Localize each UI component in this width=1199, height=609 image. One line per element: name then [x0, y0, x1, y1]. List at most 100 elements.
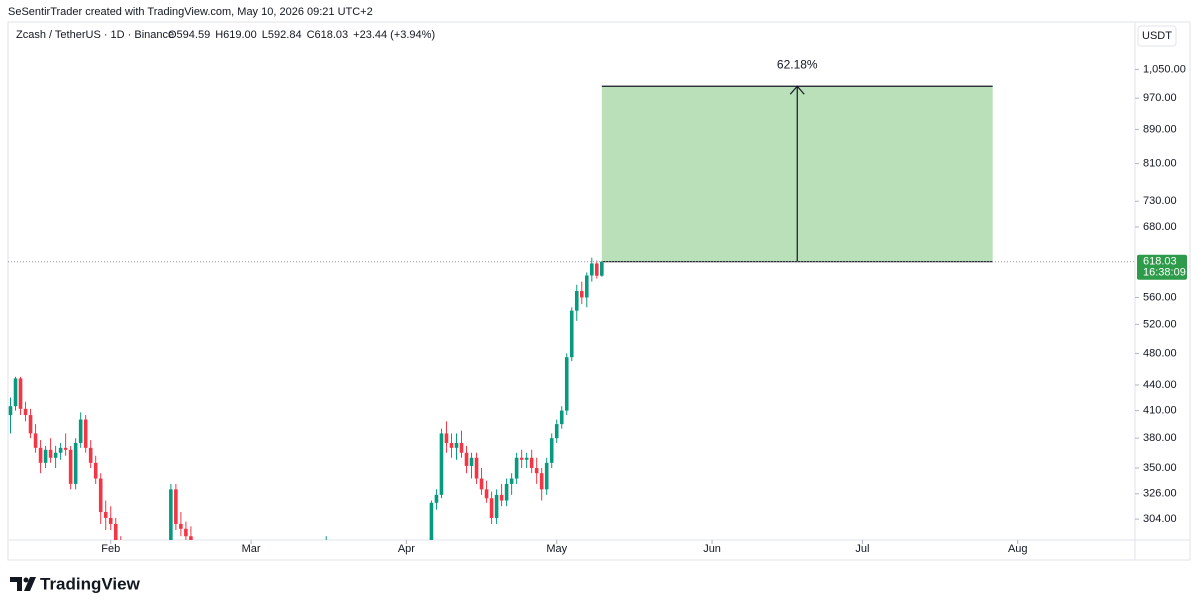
symbol: Zcash / TetherUS · 1D · Binance	[16, 29, 174, 41]
y-tick-label: 350.00	[1143, 462, 1177, 474]
y-tick-label: 326.00	[1143, 488, 1177, 500]
candle-body	[464, 452, 469, 466]
measure-arrowhead	[789, 85, 805, 95]
candle-body	[23, 408, 28, 416]
countdown: 16:38:09	[1143, 267, 1186, 279]
candle-body	[449, 442, 454, 448]
candle-body	[509, 478, 514, 484]
legend-value: O594.59	[168, 29, 210, 41]
candle-body	[38, 447, 43, 463]
candle-body	[454, 442, 459, 448]
candle-body	[73, 442, 78, 484]
candle-body	[579, 291, 584, 298]
candle-body	[83, 419, 88, 448]
legend-value: L592.84	[262, 29, 302, 41]
plot	[8, 85, 993, 547]
candle-body	[459, 442, 464, 453]
candle-body	[595, 263, 599, 276]
measure-label: 62.18%	[777, 57, 818, 71]
candle-body	[169, 489, 173, 540]
candle-body	[58, 447, 63, 453]
x-tick-label: Jul	[855, 543, 869, 555]
y-tick-label: 520.00	[1143, 318, 1177, 330]
candle-body	[514, 457, 519, 479]
logo-text: TradingView	[40, 574, 141, 593]
candle-body	[68, 449, 73, 484]
candle-body	[494, 494, 499, 518]
legend-value: +23.44 (+3.94%)	[353, 29, 435, 41]
candle-body	[479, 478, 484, 490]
candle-body	[574, 291, 579, 311]
logo: TradingView	[10, 574, 141, 593]
candle-body	[549, 438, 554, 463]
candle-body	[564, 357, 569, 411]
y-tick-label: 890.00	[1143, 123, 1177, 135]
candle-body	[439, 433, 444, 495]
candle-body	[93, 462, 98, 479]
candle-body	[539, 473, 544, 490]
candle-body	[584, 275, 589, 298]
candle-body	[534, 467, 539, 474]
x-tick-label: Apr	[398, 543, 415, 555]
candle-body	[484, 489, 489, 499]
candle-body	[489, 498, 494, 518]
x-tick-label: Aug	[1008, 543, 1028, 555]
candle-body	[569, 310, 574, 358]
candle-body	[544, 462, 549, 490]
candle-body	[474, 457, 479, 479]
candle-body	[13, 378, 18, 407]
candle-body	[189, 536, 193, 540]
y-tick-label: 304.00	[1143, 513, 1177, 525]
x-tick-label: Feb	[101, 543, 120, 555]
candle-body	[43, 449, 48, 463]
candle-body	[48, 449, 53, 458]
candle-body	[174, 489, 178, 524]
x-tick-label: Mar	[242, 543, 261, 555]
candle-body	[28, 415, 33, 434]
y-tick-label: 810.00	[1143, 157, 1177, 169]
candle-body	[519, 457, 524, 460]
candle-body	[589, 263, 594, 276]
y-tick-label: 380.00	[1143, 432, 1177, 444]
x-tick-label: Jun	[703, 543, 721, 555]
candle-body	[554, 424, 559, 439]
candle-body	[600, 261, 604, 276]
currency: USDT	[1142, 30, 1172, 42]
candle-body	[18, 378, 23, 409]
candle-body	[444, 433, 449, 443]
candle-body	[88, 447, 93, 463]
candle-body	[63, 447, 68, 450]
candle-body	[8, 406, 13, 416]
candle-body	[504, 483, 509, 501]
candle-body	[524, 457, 529, 460]
candle-body	[429, 502, 434, 540]
candle-body	[184, 528, 188, 537]
candle-body	[434, 494, 439, 503]
y-tick-label: 560.00	[1143, 291, 1177, 303]
logo-mark	[23, 577, 29, 583]
x-tick-label: May	[546, 543, 567, 555]
candle-body	[529, 457, 534, 468]
candle-body	[113, 523, 118, 540]
last-price-label: 618.03	[1143, 256, 1177, 268]
candle-body	[179, 523, 183, 529]
candle-body	[53, 452, 58, 458]
last-price-box	[1137, 254, 1187, 280]
y-tick-label: 680.00	[1143, 221, 1177, 233]
y-tick-label: 1,050.00	[1143, 63, 1186, 75]
legend: O594.59 H619.00 L592.84 C618.03 +23.44 (+3.9…	[168, 29, 435, 41]
legend-value: C618.03	[307, 29, 349, 41]
y-tick-label: 410.00	[1143, 404, 1177, 416]
candle-body	[469, 457, 474, 466]
candle-body	[78, 419, 83, 443]
credit: SeSentirTrader created with TradingView.…	[8, 6, 373, 18]
frame	[7, 21, 1191, 561]
candle-body	[324, 543, 328, 547]
legend-value: H619.00	[215, 29, 257, 41]
candle-body	[559, 410, 564, 425]
logo-mark	[10, 577, 36, 591]
y-tick-label: 440.00	[1143, 379, 1177, 391]
currency-box	[1137, 25, 1177, 47]
candle-body	[108, 517, 113, 524]
